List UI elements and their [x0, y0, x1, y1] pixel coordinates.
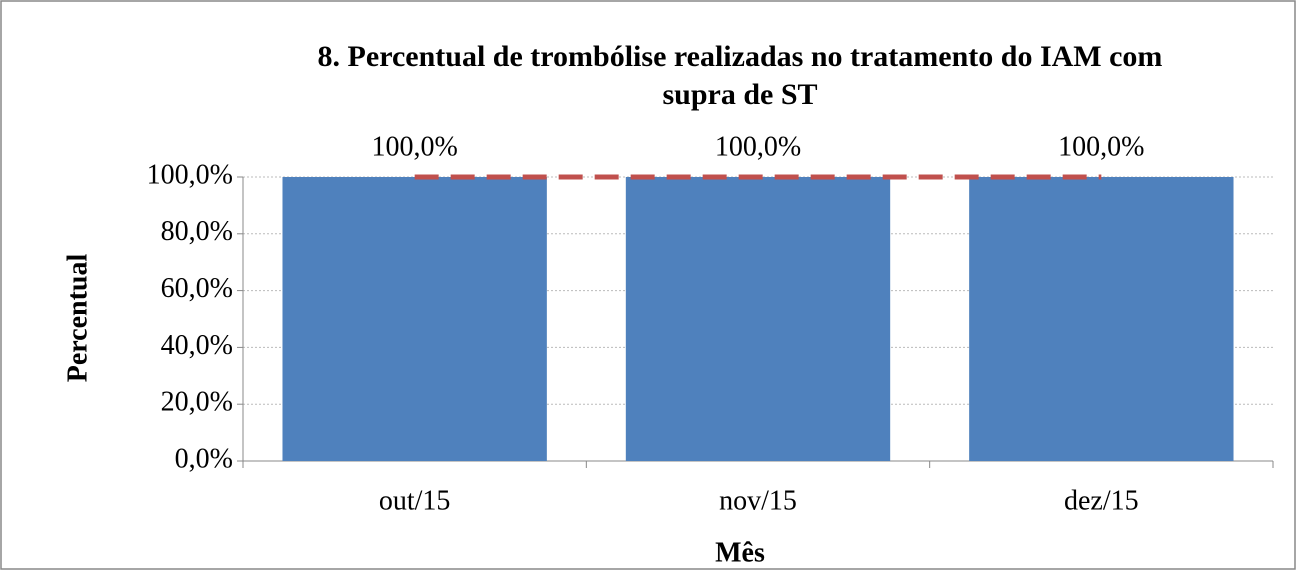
- bar: [625, 177, 891, 461]
- value-label: 100,0%: [715, 131, 801, 162]
- y-tick-label: 40,0%: [161, 330, 233, 361]
- bar: [969, 177, 1234, 461]
- y-tick-label: 80,0%: [161, 216, 233, 247]
- y-tick-label: 100,0%: [147, 159, 233, 190]
- y-tick-label: 0,0%: [175, 443, 233, 474]
- x-axis-label: Mês: [715, 537, 765, 568]
- y-tick-label: 60,0%: [161, 273, 233, 304]
- value-label: 100,0%: [372, 131, 458, 162]
- y-axis-label: Percentual: [62, 254, 93, 383]
- chart-title: 8. Percentual de trombólise realizadas n…: [317, 40, 1163, 111]
- x-tick-label: nov/15: [719, 485, 797, 516]
- bar: [282, 177, 547, 461]
- y-tick-label: 20,0%: [161, 387, 233, 418]
- value-label: 100,0%: [1058, 131, 1144, 162]
- x-tick-label: out/15: [379, 485, 451, 516]
- x-tick-label: dez/15: [1064, 485, 1139, 516]
